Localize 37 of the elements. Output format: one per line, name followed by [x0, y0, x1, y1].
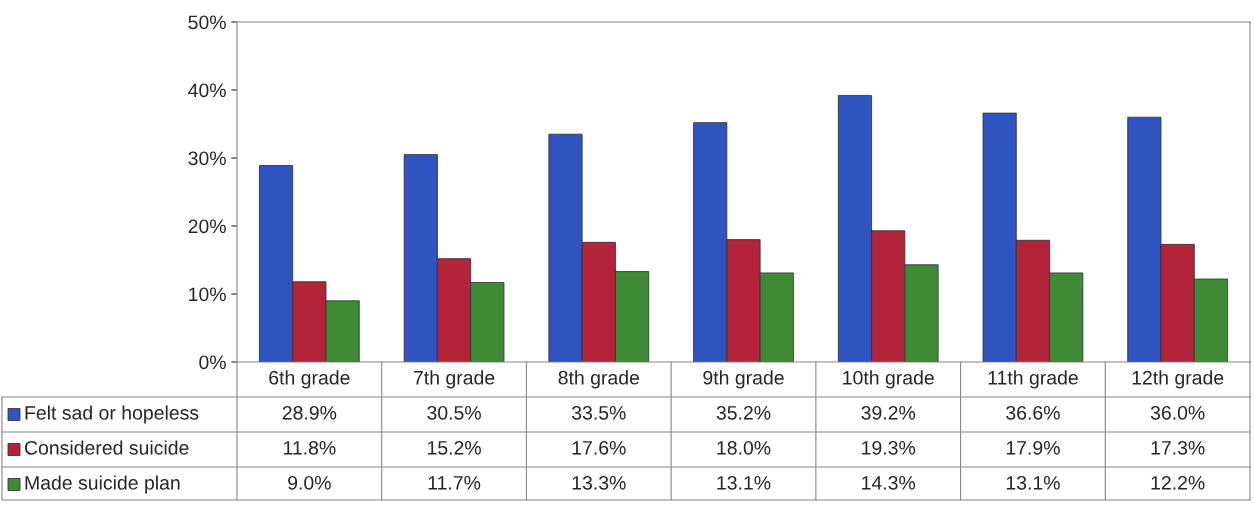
data-label: 33.5% — [571, 405, 626, 420]
legend-label: Felt sad or hopeless — [25, 405, 199, 424]
x-tick-label: 9th grade — [703, 370, 784, 389]
data-label: 17.6% — [572, 440, 626, 455]
data-label: 36.0% — [1150, 405, 1205, 420]
y-tick-label: 20% — [188, 219, 226, 234]
y-tick-label: 40% — [188, 83, 226, 98]
data-label: 18.0% — [717, 440, 771, 455]
data-label: 13.1% — [1006, 475, 1060, 490]
data-label: 13.1% — [717, 475, 771, 490]
y-tick-label: 30% — [188, 151, 226, 166]
data-label: 11.7% — [428, 476, 481, 490]
data-label: 17.9% — [1006, 440, 1060, 455]
y-tick-label: 50% — [188, 15, 226, 30]
data-label: 14.3% — [862, 475, 916, 490]
data-label: 19.3% — [862, 440, 916, 455]
x-tick-label: 6th grade — [269, 370, 350, 389]
x-tick-label: 12th grade — [1132, 370, 1224, 389]
data-label: 35.2% — [716, 405, 771, 420]
data-label: 15.2% — [427, 440, 481, 455]
data-label: 30.5% — [427, 405, 481, 420]
legend-label: Made suicide plan — [25, 475, 180, 494]
data-label: 11.8% — [283, 440, 336, 455]
x-tick-label: 8th grade — [558, 370, 640, 389]
data-label: 39.2% — [861, 405, 916, 420]
data-label: 12.2% — [1151, 475, 1205, 490]
x-tick-label: 7th grade — [413, 370, 495, 389]
y-tick-label: 0% — [199, 355, 226, 370]
x-tick-label: 10th grade — [843, 370, 934, 389]
data-label: 28.9% — [282, 405, 337, 420]
y-tick-label: 10% — [189, 287, 226, 302]
data-label: 17.3% — [1151, 440, 1205, 455]
data-label: 36.6% — [1006, 405, 1060, 420]
x-tick-label: 11th grade — [988, 370, 1078, 389]
legend-label: Considered suicide — [24, 440, 189, 455]
data-label: 9.0% — [288, 475, 331, 490]
data-label: 13.3% — [572, 475, 626, 490]
